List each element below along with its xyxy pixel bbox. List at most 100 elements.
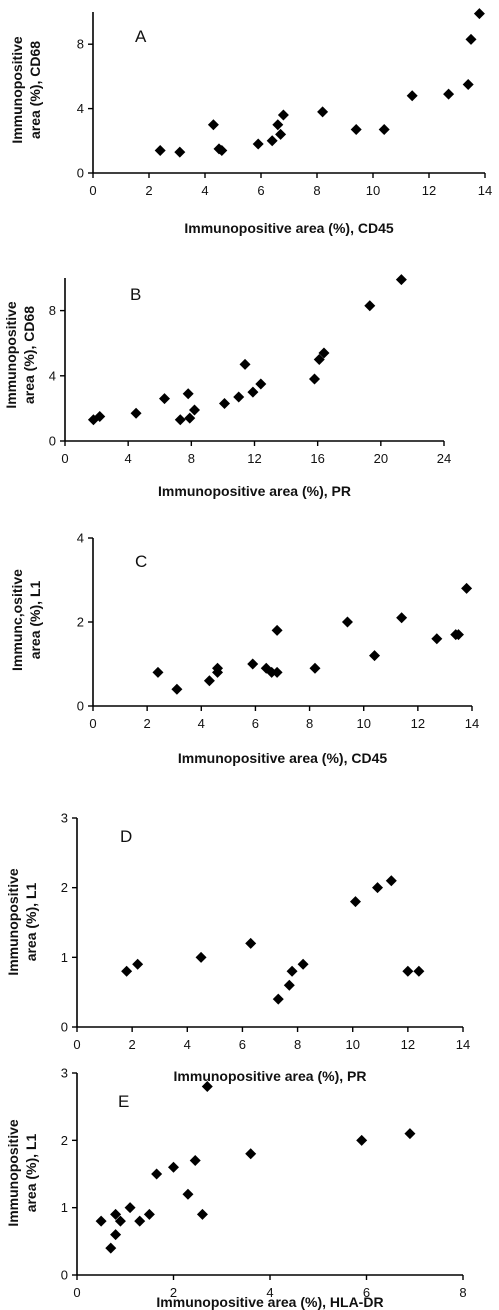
data-point (95, 1215, 107, 1227)
x-tick-label: 0 (89, 183, 96, 198)
data-point (317, 106, 329, 118)
data-point (356, 1134, 368, 1146)
x-tick-label: 12 (411, 716, 425, 731)
y-tick-label: 1 (61, 950, 68, 965)
x-tick-label: 6 (252, 716, 259, 731)
y-tick-label: 0 (77, 166, 84, 181)
data-point (283, 979, 295, 991)
y-tick-label: 3 (61, 811, 68, 826)
panel-label: D (120, 827, 132, 846)
data-point (124, 1202, 136, 1214)
data-point (275, 128, 287, 140)
data-point (349, 896, 361, 908)
data-point (152, 666, 164, 678)
y-tick-label: 2 (77, 615, 84, 630)
data-point (318, 347, 330, 359)
x-tick-label: 12 (247, 451, 261, 466)
data-point (369, 650, 381, 662)
data-point (188, 404, 200, 416)
x-tick-label: 2 (144, 716, 151, 731)
data-point (245, 937, 257, 949)
x-tick-label: 4 (184, 1037, 191, 1052)
data-point (350, 124, 362, 136)
data-point (212, 662, 224, 674)
data-point (130, 407, 142, 419)
y-axis-label-line-1: Immunopositive (9, 36, 25, 144)
x-tick-label: 6 (239, 1037, 246, 1052)
y-tick-label: 0 (49, 434, 56, 449)
data-point (385, 875, 397, 887)
x-tick-label: 24 (437, 451, 451, 466)
x-tick-label: 2 (145, 183, 152, 198)
y-tick-label: 1 (61, 1200, 68, 1215)
data-point (252, 138, 264, 150)
x-tick-label: 4 (266, 1285, 273, 1300)
x-tick-label: 8 (306, 716, 313, 731)
data-point (151, 1168, 163, 1180)
data-point (473, 8, 485, 20)
y-tick-label: 3 (61, 1066, 68, 1081)
data-point (233, 391, 245, 403)
data-point (245, 1148, 257, 1160)
y-axis-label-line-2: area (%), L1 (23, 1133, 39, 1212)
chart-panel-c: 0 2 4 6 8 10 12 14 0 2 4 C Immunopositive area (%), … (9, 531, 479, 767)
x-tick-label: 14 (456, 1037, 470, 1052)
panel-label: A (135, 27, 147, 46)
x-tick-label: 8 (313, 183, 320, 198)
panel-label: C (135, 552, 147, 571)
data-point (309, 373, 321, 385)
y-axis-label-line-2: area (%), CD68 (21, 306, 37, 404)
data-point (105, 1242, 117, 1254)
data-point (174, 414, 186, 426)
y-tick-label: 4 (49, 368, 56, 383)
x-axis-label: Immunopositive area (%), PR (174, 1068, 367, 1084)
data-point (239, 358, 251, 370)
data-point (218, 398, 230, 410)
data-point (372, 882, 384, 894)
data-point (378, 124, 390, 136)
x-tick-label: 0 (89, 716, 96, 731)
y-tick-label: 0 (61, 1268, 68, 1283)
x-tick-label: 14 (465, 716, 479, 731)
x-tick-label: 14 (478, 183, 492, 198)
panel-label: E (118, 1092, 129, 1111)
x-tick-label: 8 (459, 1285, 466, 1300)
data-point (196, 1208, 208, 1220)
data-point (413, 965, 425, 977)
data-point (272, 993, 284, 1005)
data-point (271, 624, 283, 636)
x-tick-label: 6 (257, 183, 264, 198)
data-point (132, 958, 144, 970)
y-tick-label: 2 (61, 880, 68, 895)
x-tick-label: 10 (345, 1037, 359, 1052)
data-point (452, 629, 464, 641)
x-tick-label: 12 (422, 183, 436, 198)
data-point (286, 965, 298, 977)
y-axis-label-line-1: Immunopositive (3, 301, 19, 409)
data-point (94, 411, 106, 423)
y-tick-label: 0 (61, 1020, 68, 1035)
data-point (134, 1215, 146, 1227)
data-point (465, 33, 477, 45)
data-point (461, 582, 473, 594)
y-tick-label: 8 (49, 303, 56, 318)
data-point (168, 1161, 179, 1173)
x-tick-label: 2 (170, 1285, 177, 1300)
x-tick-label: 0 (61, 451, 68, 466)
data-point (277, 109, 289, 121)
y-axis-label-line-1: Immunopositive (5, 1119, 21, 1227)
panel-label: B (130, 285, 141, 304)
x-tick-label: 4 (201, 183, 208, 198)
y-axis-label-line-1: Immunc,ositive (9, 569, 25, 671)
x-tick-label: 12 (401, 1037, 415, 1052)
data-point (174, 146, 186, 158)
data-point (207, 119, 219, 131)
data-point (110, 1229, 122, 1241)
data-point (121, 965, 133, 977)
y-tick-label: 4 (77, 101, 84, 116)
data-point (271, 666, 283, 678)
data-point (247, 386, 259, 398)
data-point (184, 412, 196, 424)
